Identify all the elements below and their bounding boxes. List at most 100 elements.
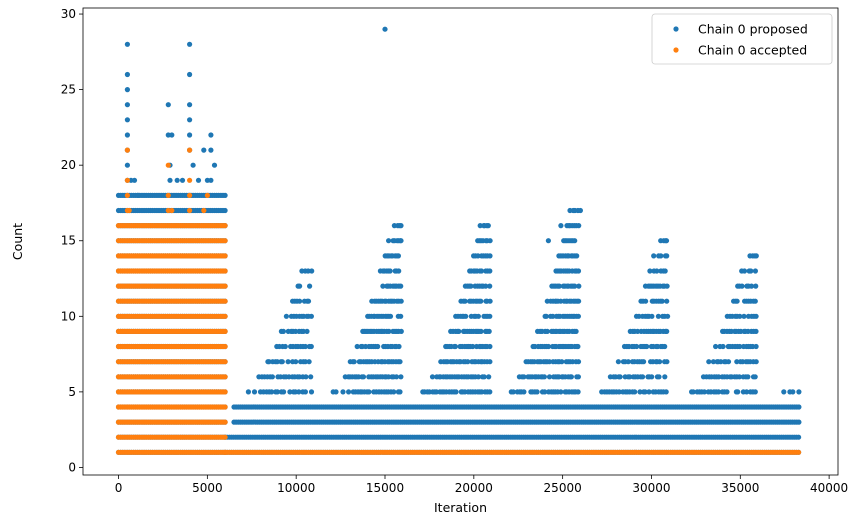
data-point <box>287 389 293 395</box>
x-tick-label: 40000 <box>810 481 848 495</box>
data-point <box>790 389 796 395</box>
data-point <box>222 328 228 334</box>
data-point <box>487 268 493 274</box>
data-point <box>642 389 648 395</box>
legend-entry-accepted: Chain 0 accepted <box>698 43 807 58</box>
data-point <box>124 192 130 198</box>
data-point <box>664 283 670 289</box>
data-point <box>380 283 386 289</box>
data-point <box>465 359 471 365</box>
legend-marker-accepted <box>673 47 679 53</box>
data-point <box>274 389 280 395</box>
data-point <box>266 359 272 365</box>
data-point <box>632 389 638 395</box>
data-point <box>375 343 381 350</box>
data-point <box>748 268 754 274</box>
data-point <box>641 359 647 365</box>
x-axis-label: Iteration <box>434 500 487 515</box>
data-point <box>397 359 403 365</box>
data-point <box>131 177 138 183</box>
data-point <box>575 268 582 274</box>
data-point <box>124 132 130 138</box>
data-point <box>662 268 668 274</box>
data-point <box>572 283 578 289</box>
data-point <box>741 268 748 274</box>
data-point <box>475 374 481 380</box>
data-point <box>306 359 312 365</box>
data-point <box>576 298 582 304</box>
data-point <box>752 374 758 380</box>
data-point <box>429 374 436 380</box>
data-point <box>710 359 717 365</box>
data-point <box>396 268 402 274</box>
data-point <box>544 328 550 334</box>
data-point <box>165 102 171 108</box>
data-point <box>280 328 286 334</box>
data-point <box>487 313 493 319</box>
x-tick-label: 10000 <box>277 481 315 495</box>
data-point <box>487 359 493 365</box>
data-point <box>304 328 310 334</box>
data-point <box>745 374 751 380</box>
data-point <box>662 374 668 380</box>
data-point <box>222 238 228 244</box>
data-point <box>391 389 397 395</box>
data-point <box>576 283 582 289</box>
data-point <box>475 313 481 319</box>
data-point <box>124 177 130 183</box>
data-point <box>753 328 759 334</box>
data-point <box>308 313 314 319</box>
data-point <box>545 343 552 350</box>
data-point <box>753 313 759 319</box>
data-point <box>556 283 562 289</box>
x-tick-label: 0 <box>115 481 123 495</box>
data-point <box>387 313 394 319</box>
data-point <box>487 238 493 244</box>
y-tick-label: 0 <box>68 460 76 474</box>
data-point <box>222 313 228 319</box>
data-point <box>167 177 173 183</box>
data-point <box>636 313 642 319</box>
data-point <box>796 449 802 455</box>
data-point <box>354 343 360 350</box>
data-point <box>222 434 228 440</box>
data-point <box>222 223 228 229</box>
data-point <box>297 298 303 304</box>
data-point <box>739 283 745 289</box>
x-tick-label: 30000 <box>632 481 670 495</box>
data-point <box>300 328 306 334</box>
data-point <box>737 313 743 319</box>
x-axis: 0 5000 10000 15000 20000 25000 30000 35000 40000 <box>115 475 848 495</box>
data-point <box>616 389 622 395</box>
y-axis: 0 5 10 15 20 25 30 <box>61 7 83 474</box>
data-point <box>568 374 575 380</box>
x-tick-label: 35000 <box>721 481 759 495</box>
data-point <box>208 177 214 183</box>
data-point <box>655 313 662 319</box>
data-point <box>543 313 549 319</box>
data-point <box>187 132 193 138</box>
data-point <box>222 404 228 410</box>
data-point <box>634 343 640 350</box>
data-point <box>542 389 548 395</box>
data-point <box>462 298 468 304</box>
data-point <box>753 253 759 259</box>
data-point <box>741 313 747 319</box>
data-point <box>187 192 193 198</box>
data-point <box>340 389 346 395</box>
data-point <box>124 87 130 93</box>
data-point <box>126 207 132 214</box>
y-tick-label: 25 <box>61 83 76 97</box>
data-point <box>573 328 579 334</box>
data-point <box>487 298 493 304</box>
data-point <box>649 374 655 380</box>
x-tick-label: 20000 <box>455 481 493 495</box>
data-point <box>635 328 641 334</box>
data-point <box>663 238 669 244</box>
data-point <box>752 268 759 274</box>
data-point <box>208 147 214 153</box>
data-point <box>201 147 207 153</box>
x-tick-label: 15000 <box>366 481 404 495</box>
data-point <box>640 374 646 380</box>
